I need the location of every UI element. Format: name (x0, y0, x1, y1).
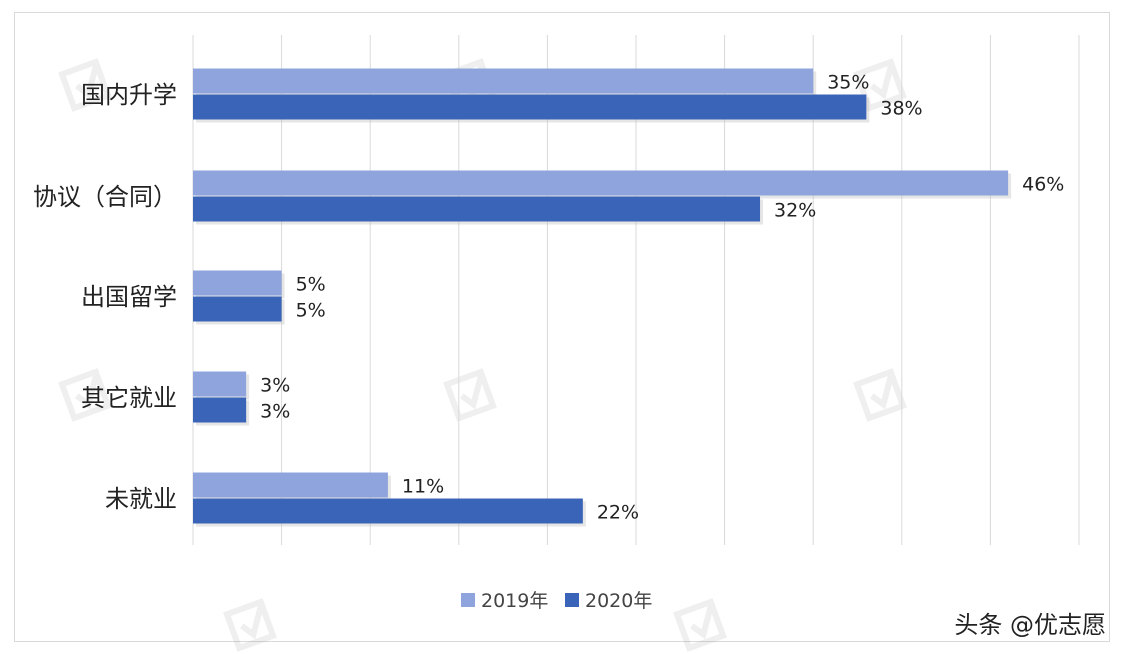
watermark-layer (58, 58, 907, 652)
data-label: 11% (402, 476, 444, 498)
legend-item-2020-label: 2020年 (585, 590, 652, 612)
data-label: 22% (597, 502, 639, 524)
bar-2019 (193, 270, 282, 296)
data-label: 32% (774, 200, 816, 222)
data-label: 35% (827, 72, 869, 94)
bar-2020 (193, 296, 282, 322)
data-label: 3% (260, 375, 290, 397)
bar-2019 (193, 170, 1009, 196)
legend-item-2019-label: 2019年 (481, 590, 548, 612)
legend: 2019年 2020年 (461, 590, 652, 612)
watermark-logo (58, 58, 112, 112)
category-label: 协议（合同） (33, 183, 177, 211)
bar-2020 (193, 94, 867, 120)
bar-2019 (193, 472, 388, 498)
bar-2020 (193, 196, 761, 222)
bar-2020 (193, 498, 583, 524)
data-label: 3% (260, 401, 290, 423)
data-label: 5% (296, 300, 326, 322)
watermark-logo (223, 598, 277, 652)
watermark-logo (673, 598, 727, 652)
watermark-logo (853, 368, 907, 422)
watermark-logo (853, 58, 907, 112)
category-label: 国内升学 (81, 81, 177, 109)
data-label: 5% (296, 274, 326, 296)
category-label: 未就业 (105, 485, 177, 513)
category-label: 出国留学 (81, 283, 177, 311)
bar-2019 (193, 371, 247, 397)
account-watermark: 头条 @优志愿 (954, 611, 1106, 639)
labels-layer: 国内升学 35% 38% 协议（合同） 46% 32% 出国留学 5% 5% 其它就业 3% 3% 未就… (33, 72, 1064, 524)
legend-item-2020-swatch (565, 593, 579, 607)
bars-layer (193, 68, 1012, 527)
data-label: 46% (1022, 174, 1064, 196)
category-label: 其它就业 (81, 384, 177, 412)
bar-2020 (193, 397, 247, 423)
watermark-logo (443, 368, 497, 422)
data-label: 38% (880, 98, 922, 120)
legend-item-2019-swatch (461, 593, 475, 607)
watermark-logo (58, 368, 112, 422)
bar-2019 (193, 68, 814, 94)
